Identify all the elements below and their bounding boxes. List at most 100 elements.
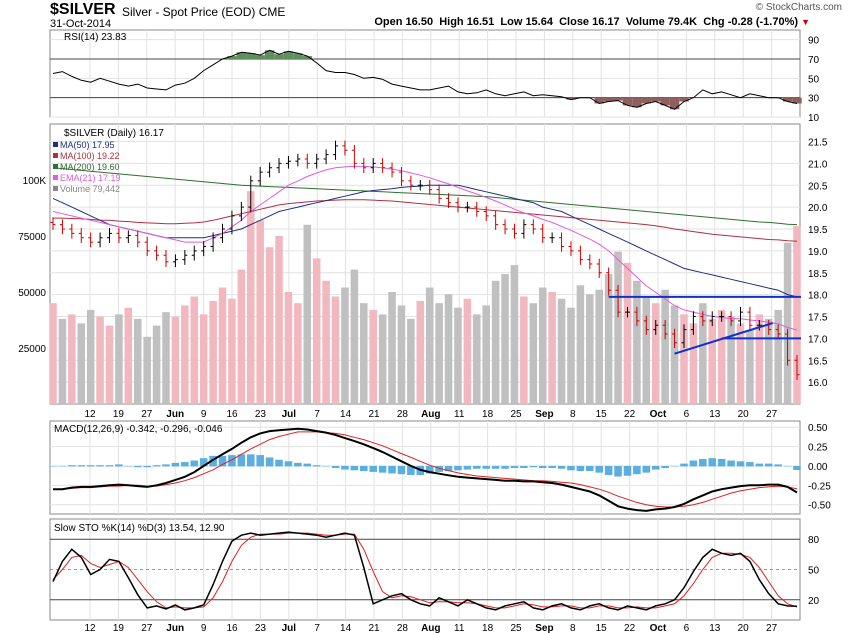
macd-histogram-bar xyxy=(425,465,434,474)
rsi-oversold-fill xyxy=(594,97,604,104)
legend-swatch xyxy=(53,142,58,147)
rsi-oversold-fill xyxy=(651,97,661,102)
macd-tick-label: -0.50 xyxy=(808,501,831,512)
macd-histogram-bar xyxy=(586,465,594,472)
volume-bar xyxy=(378,314,387,404)
macd-histogram-bar xyxy=(755,463,764,467)
x-tick-label: 27 xyxy=(766,409,778,420)
macd-tick-label: 0.00 xyxy=(808,462,828,473)
legend-swatch xyxy=(53,153,58,158)
rsi-oversold-fill xyxy=(679,97,689,102)
rsi-overbought-fill xyxy=(302,56,312,59)
volume-bar xyxy=(567,307,575,404)
high-value: 16.51 xyxy=(466,16,495,28)
macd-histogram-bar xyxy=(360,465,368,472)
volume-bar xyxy=(199,314,208,404)
volume-bar xyxy=(209,300,217,404)
legend-swatch xyxy=(53,186,58,191)
macd-histogram-bar xyxy=(86,465,95,467)
rsi-overbought-fill xyxy=(246,53,256,59)
close-value: 16.17 xyxy=(592,16,620,28)
volume-bar xyxy=(491,280,500,404)
sto-tick-label: 50 xyxy=(808,566,820,577)
volume-bar xyxy=(294,303,302,404)
open-value: 16.50 xyxy=(405,16,434,28)
macd-histogram-bar xyxy=(369,465,377,472)
x-tick-label: 6 xyxy=(684,409,690,420)
x-tick-label-bottom: 6 xyxy=(684,623,690,633)
legend-label: MA(50) 17.95 xyxy=(60,140,115,150)
volume-tick-label: 75000 xyxy=(18,232,46,243)
rsi-oversold-fill xyxy=(603,97,614,102)
volume-bar xyxy=(275,236,283,404)
rsi-overbought-fill xyxy=(227,56,237,59)
rsi-tick-label: 30 xyxy=(808,94,820,105)
rsi-overbought-fill xyxy=(283,51,294,59)
brand-watermark: © StockCharts.com xyxy=(755,2,842,13)
legend-label: MA(200) 19.60 xyxy=(60,162,120,172)
volume-bar xyxy=(623,262,632,404)
macd-histogram-bar xyxy=(614,465,622,477)
sto-tick-label: 80 xyxy=(808,535,820,546)
volume-bar xyxy=(661,289,669,404)
volume-bar xyxy=(501,274,509,404)
macd-histogram-bar xyxy=(124,465,133,467)
x-tick-label-bottom: 21 xyxy=(368,623,380,633)
macd-histogram-bar xyxy=(247,454,255,467)
legend-label: EMA(21) 17.19 xyxy=(60,173,121,183)
volume-bar xyxy=(49,303,57,404)
macd-histogram-bar xyxy=(209,455,217,467)
macd-histogram-bar xyxy=(708,458,717,467)
macd-histogram-bar xyxy=(407,465,415,475)
volume-bar xyxy=(764,318,773,404)
price-tick-label: 21.0 xyxy=(808,159,828,170)
volume-bar xyxy=(520,296,528,404)
price-label: $SILVER (Daily) 16.17 xyxy=(64,128,164,139)
volume-bar xyxy=(576,285,585,404)
macd-histogram-bar xyxy=(181,462,189,467)
x-tick-label-bottom: 12 xyxy=(84,623,96,633)
macd-histogram-bar xyxy=(473,465,481,469)
macd-tick-label: -0.25 xyxy=(808,481,831,492)
rsi-panel-frame xyxy=(49,29,801,118)
volume-bar xyxy=(595,289,603,404)
rsi-overbought-fill xyxy=(293,53,303,59)
volume-bar xyxy=(68,314,76,404)
macd-histogram-bar xyxy=(520,465,528,468)
volume-bar xyxy=(444,294,453,404)
macd-histogram-bar xyxy=(736,461,745,467)
price-tick-label: 21.5 xyxy=(808,138,828,149)
rsi-oversold-fill xyxy=(566,97,576,100)
macd-histogram-bar xyxy=(670,465,679,467)
x-tick-label: Sep xyxy=(535,409,553,420)
volume-bar xyxy=(133,318,142,404)
x-tick-label-bottom: Aug xyxy=(421,623,440,633)
macd-histogram-bar xyxy=(68,465,76,467)
macd-histogram-bar xyxy=(218,455,227,467)
chart-date: 31-Oct-2014 xyxy=(50,18,112,30)
macd-histogram-bar xyxy=(115,464,123,467)
volume-bar xyxy=(96,316,104,404)
price-tick-label: 20.5 xyxy=(808,181,828,192)
instrument-name: Silver - Spot Price (EOD) CME xyxy=(122,5,285,19)
price-tick-label: 18.0 xyxy=(808,291,828,302)
volume-bar xyxy=(746,330,754,404)
volume-bar xyxy=(614,251,622,404)
volume-bar xyxy=(284,292,293,404)
rsi-oversold-fill xyxy=(641,97,652,104)
volume-bar xyxy=(228,298,236,404)
volume-bar xyxy=(218,287,227,404)
macd-histogram-bar xyxy=(567,465,575,471)
open-label: Open xyxy=(374,16,403,28)
x-tick-label: 27 xyxy=(141,409,153,420)
price-tick-label: 17.0 xyxy=(808,334,828,345)
macd-histogram-bar xyxy=(501,465,509,469)
volume-bar xyxy=(360,303,368,404)
volume-bar xyxy=(162,312,170,404)
macd-histogram-bar xyxy=(322,465,330,467)
volume-bar xyxy=(454,307,462,404)
macd-histogram-bar xyxy=(746,462,754,467)
volume-bar xyxy=(708,318,717,404)
macd-histogram-bar xyxy=(237,454,246,467)
volume-bar xyxy=(341,287,349,404)
